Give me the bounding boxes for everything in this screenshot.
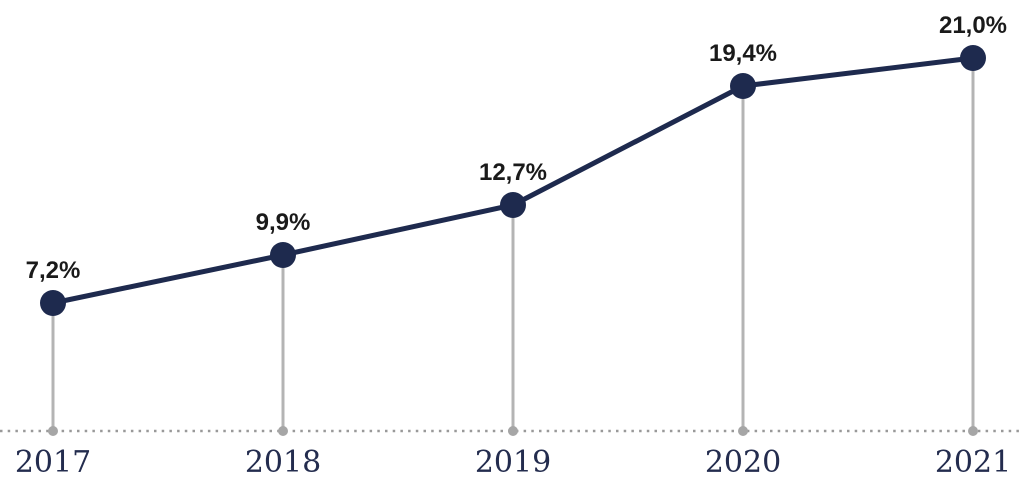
x-axis-tick-label: 2018 [245,445,321,480]
data-point-label: 12,7% [479,159,547,186]
data-point-marker [730,73,756,99]
data-point-label: 19,4% [709,40,777,67]
x-axis-tick-label: 2019 [475,445,551,480]
stem-base-dot [738,426,748,436]
data-point-label: 7,2% [26,257,81,284]
data-point-marker [270,242,296,268]
data-point-marker [960,45,986,71]
stem-base-dot [968,426,978,436]
x-axis-tick-label: 2020 [705,445,781,480]
x-axis-tick-label: 2017 [15,445,91,480]
data-point-label: 9,9% [256,209,311,236]
data-point-label: 21,0% [939,12,1007,39]
data-point-marker [40,290,66,316]
x-axis-tick-label: 2021 [935,445,1011,480]
data-point-marker [500,192,526,218]
stem-base-dot [508,426,518,436]
stem-base-dot [278,426,288,436]
stem-base-dot [48,426,58,436]
